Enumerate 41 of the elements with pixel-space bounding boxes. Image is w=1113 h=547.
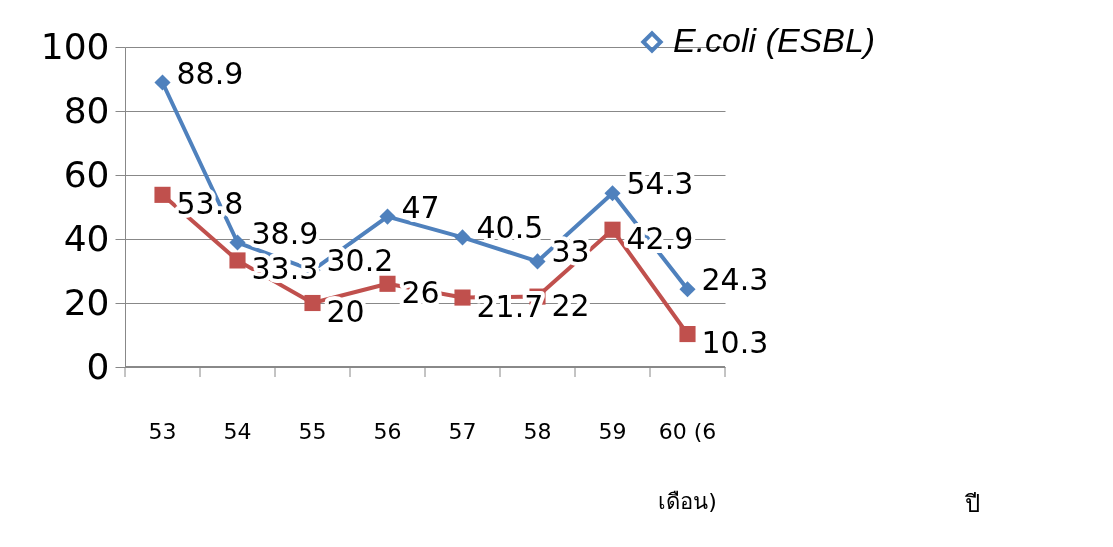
- y-tick-label: 20: [63, 281, 110, 323]
- legend-label: E.coli (ESBL): [673, 21, 876, 59]
- text: ปี: [964, 490, 980, 518]
- y-tick-label: 40: [63, 217, 110, 259]
- data-label: 24.3: [701, 262, 769, 298]
- data-label: 21.7: [476, 288, 544, 324]
- point: [379, 275, 396, 292]
- x-tick-label: 55: [298, 419, 327, 444]
- data-label: 30.2: [326, 243, 394, 279]
- data-label: 54.3: [626, 166, 694, 202]
- category-label: 60 (6 เดือน): [658, 419, 717, 514]
- x-tick-label: 54: [223, 419, 252, 444]
- data-label: 47: [401, 189, 440, 225]
- x-tick-label: 59: [598, 419, 627, 444]
- point: [529, 253, 546, 270]
- y-tick-label: 80: [63, 89, 110, 131]
- data-label: 10.3: [701, 325, 769, 361]
- point: [454, 229, 471, 246]
- point: [604, 221, 621, 238]
- x-tick-label: 56: [373, 419, 402, 444]
- point: [604, 185, 621, 202]
- point: [679, 325, 696, 343]
- x-tick-label: 58: [523, 419, 552, 444]
- point: [454, 289, 471, 306]
- point: [154, 74, 171, 91]
- data-label: 88.9: [176, 55, 244, 91]
- point: [229, 234, 246, 251]
- y-tick-label: 100: [40, 25, 110, 67]
- y-tick-label: 60: [63, 153, 110, 195]
- x-tick-label: 57: [448, 419, 477, 444]
- data-label: 20: [326, 294, 365, 329]
- point: [154, 186, 171, 203]
- y-tick-label: 0: [86, 345, 110, 387]
- data-label: 38.9: [251, 215, 319, 251]
- data-label: 22: [551, 287, 590, 323]
- point: [304, 294, 321, 312]
- point: [229, 252, 246, 269]
- point: [379, 208, 396, 225]
- point: [679, 281, 696, 298]
- x-tick-label: 53: [148, 419, 177, 444]
- data-label: 40.5: [476, 210, 544, 246]
